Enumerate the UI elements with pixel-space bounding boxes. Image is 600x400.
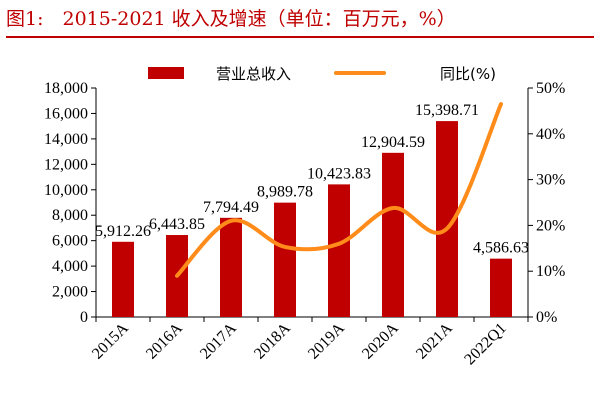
left-y-tick-label: 16,000 <box>44 105 88 122</box>
bar-value-label: 10,423.83 <box>307 165 371 182</box>
left-y-tick-label: 12,000 <box>44 156 88 173</box>
bar-value-label: 5,912.26 <box>95 223 151 240</box>
legend-revenue-swatch <box>148 67 184 79</box>
growth-rate-line <box>175 102 503 278</box>
revenue-bar <box>490 258 512 317</box>
x-tick-label: 2015A <box>89 319 132 362</box>
right-y-tick-label: 50% <box>536 80 565 97</box>
revenue-bar <box>382 152 404 317</box>
bar-value-label: 15,398.71 <box>415 102 479 119</box>
left-y-tick-label: 0 <box>80 309 88 326</box>
revenue-bar <box>220 217 242 317</box>
revenue-bar <box>436 121 458 317</box>
x-tick-label: 2020A <box>359 319 402 362</box>
title-underline <box>6 36 594 38</box>
x-tick-label: 2021A <box>413 319 456 362</box>
bar-value-label: 12,904.59 <box>361 134 425 151</box>
left-y-tick-label: 18,000 <box>44 80 88 97</box>
x-tick-label: 2018A <box>251 319 294 362</box>
left-y-tick-label: 2,000 <box>52 284 88 301</box>
legend-growth-label: 同比(%) <box>440 65 496 83</box>
x-tick-label: 2016A <box>143 319 186 362</box>
x-tick-label: 2022Q1 <box>461 320 509 368</box>
x-tick-label: 2019A <box>305 319 348 362</box>
bar-value-label: 6,443.85 <box>149 216 205 233</box>
revenue-bar <box>112 241 134 317</box>
left-y-tick-label: 10,000 <box>44 182 88 199</box>
left-y-tick-label: 6,000 <box>52 233 88 250</box>
left-y-tick-label: 8,000 <box>52 207 88 224</box>
revenue-bar <box>328 184 350 317</box>
bar-value-label: 8,989.78 <box>257 184 313 201</box>
right-y-tick-label: 10% <box>536 263 565 280</box>
bar-value-label: 4,586.63 <box>473 240 529 257</box>
left-y-tick-label: 4,000 <box>52 258 88 275</box>
x-tick-label: 2017A <box>197 319 240 362</box>
page-title: 图1: 2015-2021 收入及增速（单位：百万元，%） <box>6 8 456 30</box>
right-y-tick-label: 30% <box>536 172 565 189</box>
revenue-bar <box>274 202 296 317</box>
left-y-tick-label: 14,000 <box>44 131 88 148</box>
right-y-tick-label: 20% <box>536 217 565 234</box>
right-y-tick-label: 0% <box>536 309 557 326</box>
legend-revenue-label: 营业总收入 <box>216 65 291 83</box>
bar-value-label: 7,794.49 <box>203 199 259 216</box>
right-y-tick-label: 40% <box>536 126 565 143</box>
